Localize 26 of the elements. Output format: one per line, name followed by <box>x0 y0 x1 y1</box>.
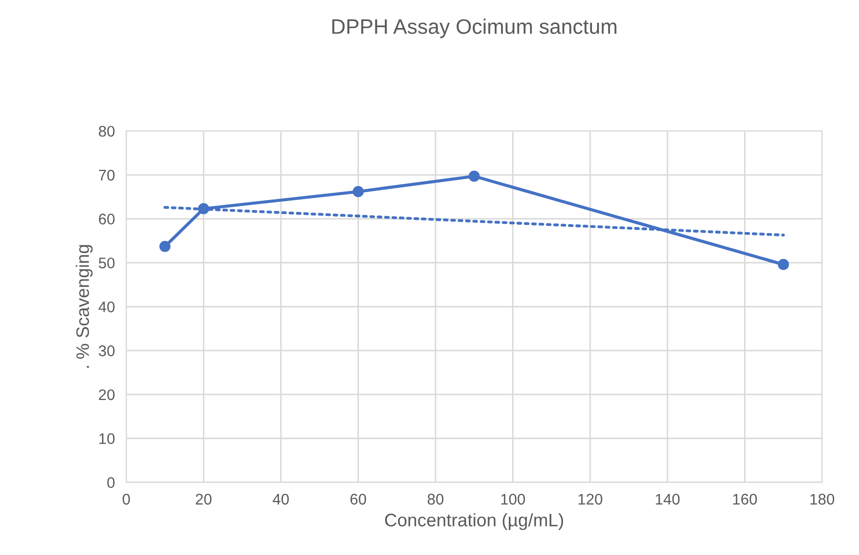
x-tick-label: 180 <box>810 494 834 505</box>
chart-title: DPPH Assay Ocimum sanctum <box>332 18 616 38</box>
y-tick-label: 60 <box>98 214 115 224</box>
x-tick-label: 100 <box>501 494 525 505</box>
y-axis-title: . % Scavenging <box>76 245 93 368</box>
y-tick-label: 40 <box>98 302 115 312</box>
x-axis-title: Concentration (µg/mL) <box>385 513 564 530</box>
x-tick-label: 120 <box>578 494 602 505</box>
y-tick-label: 80 <box>98 126 115 137</box>
point <box>352 186 364 198</box>
x-tick-label: 80 <box>428 494 444 505</box>
x-tick-label: 140 <box>656 494 680 505</box>
y-tick-label: 10 <box>99 433 115 444</box>
y-tick-label: 50 <box>98 258 115 268</box>
point <box>778 258 789 270</box>
x-tick-label: 60 <box>350 494 366 505</box>
point <box>159 240 170 252</box>
y-tick-label: 70 <box>98 170 115 181</box>
x-tick-label: 20 <box>196 494 212 505</box>
point <box>468 170 480 182</box>
y-tick-label: 30 <box>98 345 115 356</box>
x-tick-label: 0 <box>122 494 130 505</box>
x-tick-label: 160 <box>733 494 757 505</box>
y-tick-label: 20 <box>98 389 115 400</box>
x-tick-label: 40 <box>272 494 289 505</box>
y-tick-label: 0 <box>107 477 115 488</box>
